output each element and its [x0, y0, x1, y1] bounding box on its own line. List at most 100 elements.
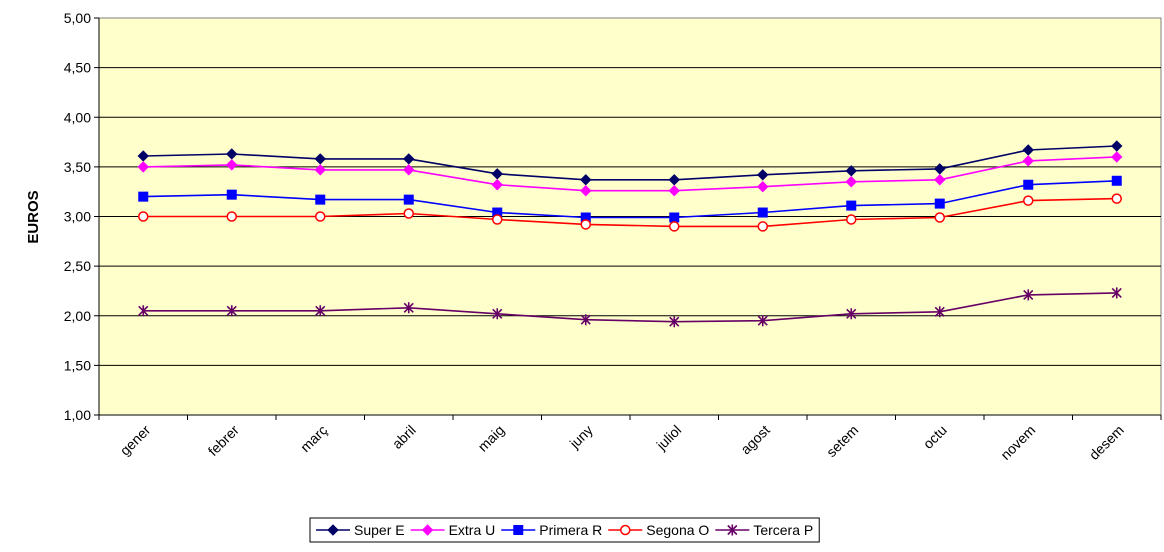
y-axis-label: EUROS: [25, 190, 42, 243]
data-point: [314, 164, 326, 176]
data-point: [727, 524, 738, 536]
data-point: [934, 163, 946, 175]
x-tick-label: maig: [475, 422, 508, 455]
data-point: [620, 524, 631, 536]
legend-label: Segona O: [646, 522, 709, 538]
data-point: [1023, 289, 1034, 301]
x-tick-label: agost: [737, 422, 773, 458]
y-tick-label: 5,00: [64, 10, 91, 26]
data-point: [1111, 193, 1122, 204]
data-point: [580, 174, 592, 186]
data-point: [668, 184, 680, 197]
data-point: [403, 302, 414, 314]
data-point: [580, 219, 591, 230]
x-tick-label: setem: [823, 422, 861, 460]
y-tick-label: 1,50: [64, 357, 91, 373]
data-point: [315, 305, 326, 317]
data-point: [1022, 155, 1034, 167]
legend-label: Extra U: [449, 522, 496, 538]
data-point: [138, 305, 149, 317]
x-tick-label: octu: [920, 422, 950, 452]
data-point: [1111, 287, 1122, 299]
x-tick-label: febrer: [205, 422, 242, 459]
data-point: [226, 189, 237, 200]
data-point: [226, 211, 237, 222]
data-point: [668, 174, 680, 186]
data-point: [757, 181, 769, 193]
data-point: [137, 150, 149, 162]
series-line: [143, 156, 1117, 192]
data-point: [846, 200, 857, 211]
y-tick-label: 3,00: [64, 209, 91, 225]
data-point: [137, 161, 149, 173]
data-point: [934, 174, 946, 186]
data-point: [421, 524, 434, 536]
data-point: [934, 306, 945, 318]
series-line: [143, 145, 1117, 181]
data-point: [403, 164, 415, 176]
series-line: [143, 180, 1117, 219]
data-point: [934, 198, 945, 209]
data-point: [1111, 140, 1123, 152]
data-point: [846, 308, 857, 320]
data-point: [757, 221, 768, 232]
data-point: [491, 168, 503, 180]
data-point: [669, 221, 680, 232]
data-point: [846, 214, 857, 225]
series-lines: [143, 145, 1117, 323]
data-point: [403, 194, 414, 205]
data-point: [669, 212, 680, 223]
x-tick-label: gener: [117, 422, 154, 459]
legend-label: Tercera P: [753, 522, 813, 538]
data-point: [315, 211, 326, 222]
data-point: [845, 176, 857, 188]
data-point: [1023, 179, 1034, 190]
data-point: [757, 207, 768, 218]
data-point: [327, 524, 339, 536]
data-point: [226, 159, 238, 171]
data-point: [226, 305, 237, 317]
data-point: [1023, 195, 1034, 206]
legend-label: Primera R: [539, 522, 602, 538]
data-point: [1022, 144, 1034, 156]
y-tick-label: 2,00: [64, 308, 91, 324]
data-point: [757, 315, 768, 327]
x-tick-label: març: [297, 422, 330, 455]
data-point: [580, 314, 591, 326]
y-tick-label: 4,00: [64, 109, 91, 125]
x-tick-label: novem: [997, 422, 1038, 463]
series-line: [143, 197, 1117, 228]
data-point: [403, 153, 415, 165]
data-point: [757, 169, 769, 181]
data-point: [314, 153, 326, 165]
data-point: [669, 316, 680, 328]
data-point: [403, 208, 414, 219]
data-point: [845, 165, 857, 177]
y-tick-label: 1,00: [64, 407, 91, 423]
x-tick-label: juliol: [653, 422, 685, 454]
data-point: [513, 525, 524, 535]
data-point: [138, 211, 149, 222]
series-line: [143, 292, 1117, 323]
data-point: [492, 308, 503, 320]
series-markers: [137, 140, 1123, 328]
legend-label: Super E: [354, 522, 405, 538]
y-tick-label: 3,50: [64, 159, 91, 175]
legend: Super E Extra U Primera R Segona O Tercera P: [309, 517, 820, 543]
x-tick-label: abril: [389, 422, 419, 452]
data-point: [138, 191, 149, 202]
data-point: [934, 212, 945, 223]
data-point: [315, 194, 326, 205]
data-point: [1111, 175, 1122, 186]
data-point: [1111, 151, 1123, 163]
data-point: [226, 148, 238, 160]
x-tick-label: desem: [1086, 422, 1127, 463]
y-tick-label: 2,50: [64, 258, 91, 274]
data-point: [580, 184, 592, 197]
data-point: [491, 179, 503, 191]
data-point: [492, 214, 503, 225]
x-tick-label: juny: [566, 422, 596, 452]
y-tick-label: 4,50: [64, 60, 91, 76]
